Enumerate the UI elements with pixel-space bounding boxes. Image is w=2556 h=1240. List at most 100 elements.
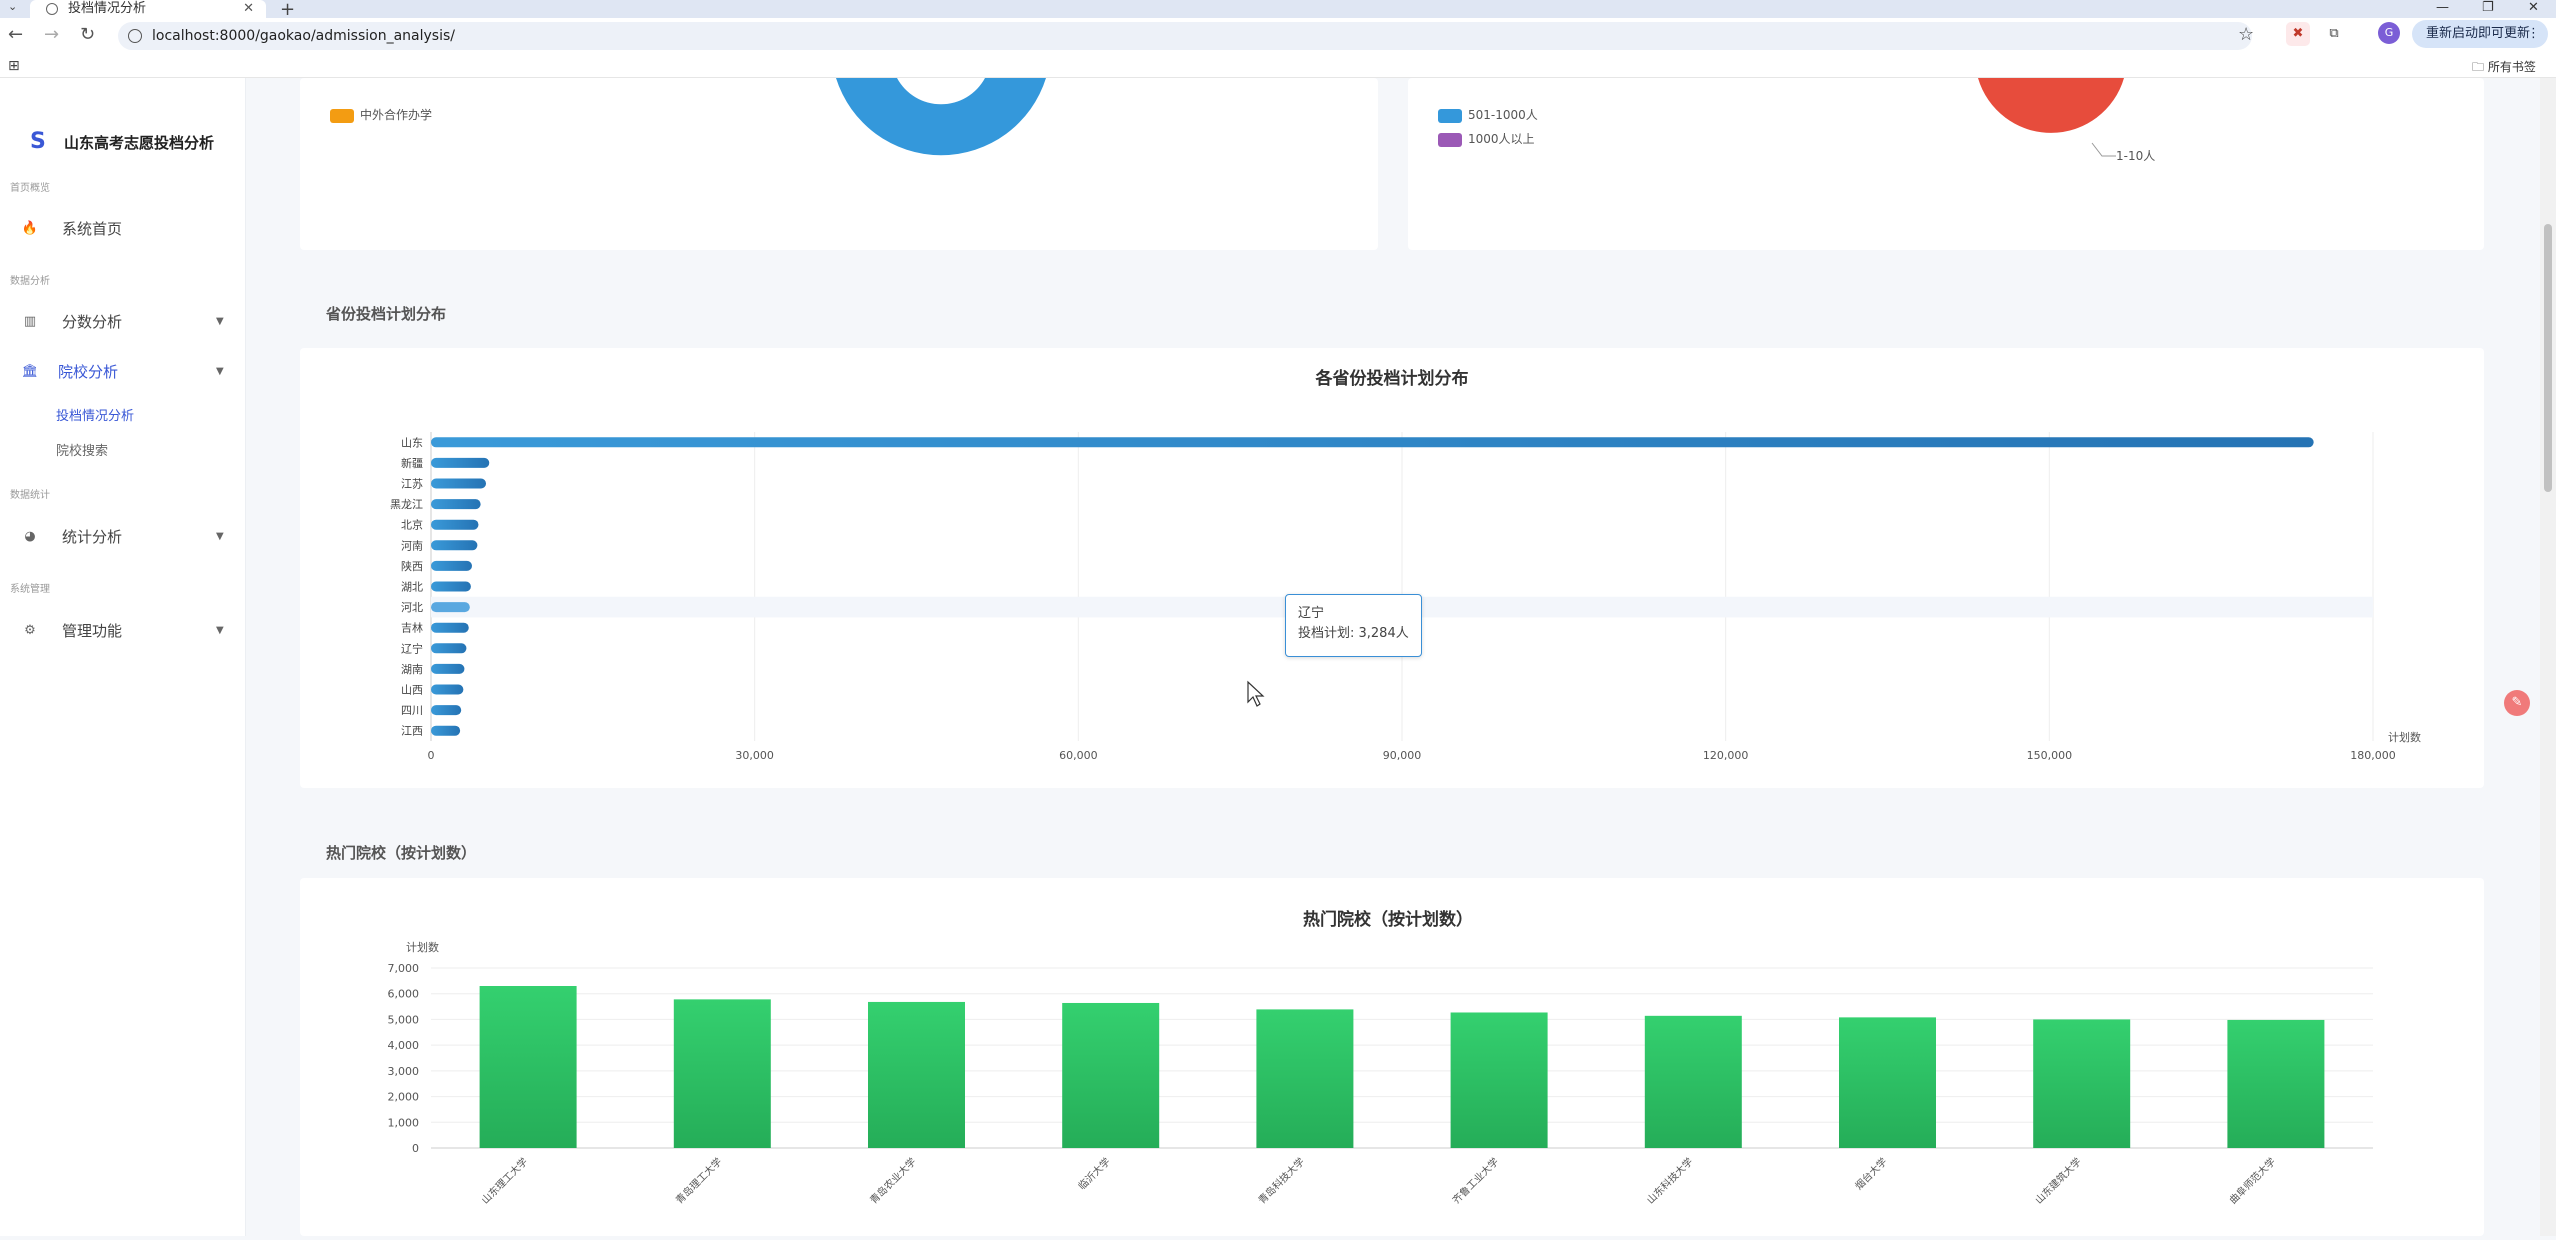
chevron-down-icon: ▼ bbox=[216, 316, 224, 327]
legend-swatch bbox=[1438, 108, 1462, 123]
maximize-icon[interactable]: ❐ bbox=[2482, 0, 2494, 15]
x-tick-label: 60,000 bbox=[1059, 749, 1098, 762]
y-tick-label: 6,000 bbox=[388, 988, 420, 1001]
province-bar[interactable] bbox=[431, 705, 462, 716]
school-bar[interactable] bbox=[2033, 1019, 2131, 1148]
tooltip-title: 辽宁 bbox=[1298, 606, 1325, 621]
apps-grid-icon[interactable]: ⊞ bbox=[8, 58, 20, 74]
province-bar[interactable] bbox=[431, 684, 464, 695]
sidebar-item-home[interactable]: 🔥 系统首页 bbox=[20, 214, 230, 244]
y-tick-label: 河北 bbox=[401, 601, 423, 614]
reload-icon[interactable]: ↻ bbox=[80, 24, 96, 45]
bookmarks-bar: ⊞ 🗀 所有书签 bbox=[0, 54, 2556, 78]
close-tab-icon[interactable]: ✕ bbox=[243, 1, 254, 16]
school-bar[interactable] bbox=[868, 1001, 965, 1148]
province-bar[interactable] bbox=[431, 622, 469, 633]
bookmark-star-icon[interactable]: ☆ bbox=[2238, 24, 2255, 45]
school-bar[interactable] bbox=[1644, 1015, 1742, 1148]
province-bar[interactable] bbox=[431, 560, 472, 571]
x-tick-label: 青岛理工大学 bbox=[673, 1155, 725, 1207]
browser-tab-strip: ⌄ 投档情况分析 ✕ + — ❐ ✕ bbox=[0, 0, 2556, 20]
province-bar[interactable] bbox=[431, 663, 465, 674]
province-bar[interactable] bbox=[431, 540, 478, 551]
y-tick-label: 辽宁 bbox=[401, 641, 423, 655]
province-bar-chart: 各省份投档计划分布 0 30,000 60,000 90,000 120,000 150,0… bbox=[390, 368, 2421, 762]
new-tab-button[interactable]: + bbox=[280, 0, 296, 20]
donut-chart bbox=[836, 78, 1046, 156]
restart-update-label: 重新启动即可更新 bbox=[2426, 26, 2531, 41]
sidebar-subitem-admission[interactable]: 投档情况分析 bbox=[56, 409, 135, 424]
sidebar-item-score-analysis[interactable]: ▥ 分数分析 ▼ bbox=[20, 307, 230, 337]
x-tick-label: 山东理工大学 bbox=[479, 1155, 531, 1207]
address-bar-row: ← → ↻ localhost:8000/gaokao/admission_an… bbox=[0, 18, 2556, 54]
school-bar[interactable] bbox=[1256, 1009, 1354, 1148]
province-bar[interactable] bbox=[431, 437, 2314, 448]
school-bar[interactable] bbox=[2227, 1019, 2325, 1148]
hot-schools-bar-chart: 热门院校（按计划数） 计划数 0 1,000 2,000 3,000 4,000 5,000 6… bbox=[388, 909, 2373, 1207]
forward-icon[interactable]: → bbox=[44, 24, 60, 45]
school-bar[interactable] bbox=[479, 986, 577, 1148]
school-bar[interactable] bbox=[1450, 1012, 1548, 1148]
province-bar[interactable] bbox=[431, 581, 471, 592]
scrollbar-thumb[interactable] bbox=[2544, 224, 2552, 492]
pie-slice[interactable] bbox=[1978, 78, 2124, 133]
sidebar-item-college-analysis[interactable]: 🏛 院校分析 ▼ bbox=[20, 357, 230, 387]
legend-item[interactable]: 501-1000人 bbox=[1438, 106, 1538, 123]
province-bar[interactable] bbox=[431, 602, 470, 613]
browser-tab[interactable]: 投档情况分析 ✕ bbox=[30, 0, 266, 18]
sidebar-item-label: 院校分析 bbox=[58, 363, 119, 381]
province-bar[interactable] bbox=[431, 725, 461, 736]
extension-icon[interactable]: ✖ bbox=[2286, 22, 2310, 46]
all-bookmarks-button[interactable]: 🗀 所有书签 bbox=[2472, 60, 2536, 74]
page-scrollbar[interactable] bbox=[2540, 78, 2556, 1236]
profile-avatar[interactable]: G bbox=[2378, 22, 2400, 44]
school-bar[interactable] bbox=[673, 999, 771, 1148]
section-title-hot-schools: 热门院校（按计划数） bbox=[326, 844, 477, 862]
donut-segment[interactable] bbox=[836, 78, 1046, 156]
sidebar-item-label: 系统首页 bbox=[62, 220, 123, 238]
globe-icon bbox=[46, 3, 58, 15]
restart-update-button[interactable]: 重新启动即可更新 ⋮ bbox=[2412, 20, 2548, 48]
tab-search-icon[interactable]: ⌄ bbox=[8, 0, 18, 13]
sidebar-item-stats-analysis[interactable]: ◕ 统计分析 ▼ bbox=[20, 522, 230, 552]
x-tick-label: 曲阜师范大学 bbox=[2226, 1155, 2278, 1207]
province-bar[interactable] bbox=[431, 643, 467, 654]
group-label-system: 系统管理 bbox=[10, 584, 50, 595]
y-tick-label: 北京 bbox=[401, 518, 423, 532]
bank-icon: 🏛 bbox=[21, 364, 39, 379]
province-bar[interactable] bbox=[431, 519, 479, 530]
back-icon[interactable]: ← bbox=[8, 24, 24, 45]
province-bar[interactable] bbox=[431, 457, 490, 468]
sidebar-subitem-college-search[interactable]: 院校搜索 bbox=[56, 444, 109, 459]
school-bar[interactable] bbox=[1839, 1017, 1936, 1148]
extensions-puzzle-icon[interactable]: ⧉ bbox=[2329, 26, 2339, 41]
all-bookmarks-label: 所有书签 bbox=[2487, 60, 2536, 74]
school-bar[interactable] bbox=[1062, 1002, 1160, 1148]
y-tick-label: 山东 bbox=[401, 436, 423, 449]
y-tick-label: 7,000 bbox=[388, 962, 420, 975]
x-tick-label: 山东建筑大学 bbox=[2032, 1155, 2084, 1207]
y-tick-label: 黑龙江 bbox=[390, 498, 423, 511]
url-input[interactable]: localhost:8000/gaokao/admission_analysis… bbox=[118, 22, 2252, 50]
group-label-overview: 首页概览 bbox=[10, 183, 50, 194]
more-menu-icon[interactable]: ⋮ bbox=[2527, 26, 2540, 41]
province-bar[interactable] bbox=[431, 499, 481, 510]
pie-chart-icon: ◕ bbox=[24, 529, 36, 544]
sidebar-item-management[interactable]: ⚙ 管理功能 ▼ bbox=[20, 616, 230, 646]
close-window-icon[interactable]: ✕ bbox=[2528, 0, 2539, 15]
chart-title: 各省份投档计划分布 bbox=[1315, 368, 1469, 389]
y-tick-label: 江西 bbox=[401, 725, 423, 738]
y-tick-label: 5,000 bbox=[388, 1013, 420, 1026]
sidebar-item-label: 统计分析 bbox=[62, 528, 123, 546]
province-bar[interactable] bbox=[431, 478, 487, 489]
flame-icon: 🔥 bbox=[21, 221, 39, 236]
y-axis-title: 计划数 bbox=[406, 941, 439, 954]
x-tick-label: 临沂大学 bbox=[1075, 1155, 1112, 1192]
legend-item[interactable]: 中外合作办学 bbox=[330, 106, 432, 123]
site-info-icon[interactable] bbox=[128, 29, 142, 43]
group-label-analysis: 数据分析 bbox=[10, 276, 50, 287]
chevron-down-icon: ▼ bbox=[216, 531, 224, 542]
minimize-icon[interactable]: — bbox=[2436, 0, 2449, 15]
translate-float-icon[interactable]: ✎ bbox=[2504, 690, 2530, 716]
legend-item[interactable]: 1000人以上 bbox=[1438, 130, 1535, 147]
